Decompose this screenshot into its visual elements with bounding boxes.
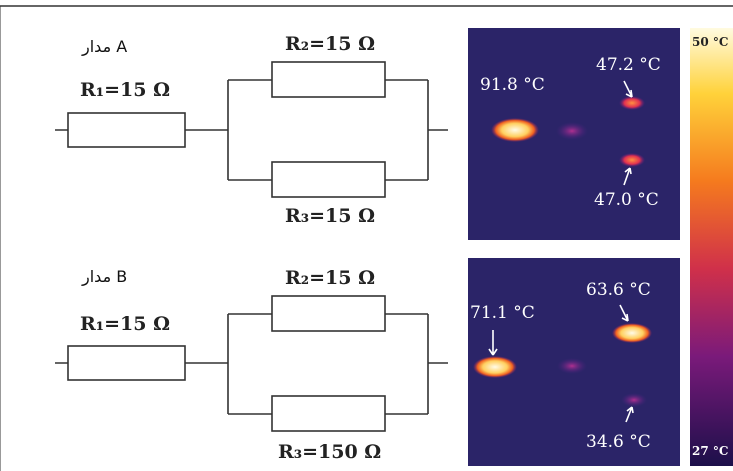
temperature-label: 34.6 °C (586, 432, 651, 452)
resistor (272, 396, 385, 431)
heat-spot (491, 118, 539, 142)
heat-spot (619, 96, 645, 110)
circuit-b: مدار B R₁=15 Ω R₂=15 Ω R₃=150 Ω (55, 267, 448, 463)
heat-spot (556, 122, 588, 140)
color-bar-max: 50 °C (692, 35, 728, 49)
resistor (272, 296, 385, 331)
resistor (68, 346, 185, 380)
resistor-label: R₃=150 Ω (278, 441, 381, 463)
heat-spot (612, 323, 652, 343)
resistor-label: R₁=15 Ω (80, 79, 170, 101)
resistor (68, 113, 185, 147)
circuit-label: مدار B (81, 267, 127, 287)
resistor-label: R₃=15 Ω (285, 205, 375, 227)
color-bar-min: 27 °C (692, 444, 728, 458)
resistor-label: R₂=15 Ω (285, 267, 375, 289)
resistor-label: R₁=15 Ω (80, 313, 170, 335)
circuit-label: مدار A (81, 37, 127, 57)
heat-spot (619, 153, 645, 167)
color-bar: 50 °C 27 °C (690, 28, 733, 466)
resistor (272, 62, 385, 97)
temperature-label: 47.2 °C (596, 55, 661, 75)
heat-spot (557, 358, 587, 374)
heat-spot (473, 356, 517, 378)
color-scale (690, 28, 733, 466)
temperature-label: 47.0 °C (594, 190, 659, 210)
figure: مدار A R₁=15 Ω R₂=15 Ω R₃=15 Ω مدار B R₁… (0, 0, 733, 471)
temperature-label: 91.8 °C (480, 75, 545, 95)
thermal-image-a: 91.8 °C 47.2 °C 47.0 °C (468, 28, 680, 240)
resistor-label: R₂=15 Ω (285, 33, 375, 55)
resistor (272, 162, 385, 197)
heat-spot (621, 393, 647, 407)
temperature-label: 71.1 °C (470, 303, 535, 323)
thermal-image-b: 71.1 °C 63.6 °C 34.6 °C (468, 258, 680, 466)
temperature-label: 63.6 °C (586, 280, 651, 300)
circuit-a: مدار A R₁=15 Ω R₂=15 Ω R₃=15 Ω (55, 33, 448, 227)
